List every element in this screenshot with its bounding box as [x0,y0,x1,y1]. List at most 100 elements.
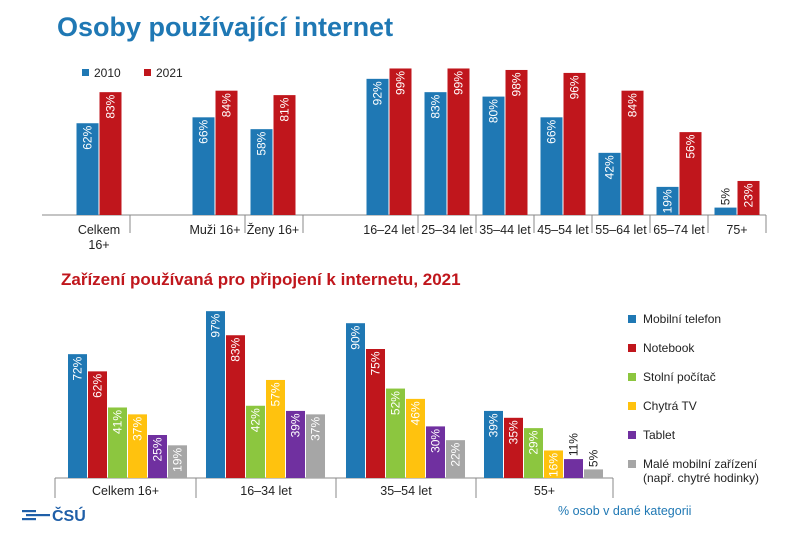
data-label: 41% [111,410,125,434]
bar-Mobilní telefon [346,323,365,478]
data-label: 23% [742,183,756,207]
legend-swatch [628,315,636,323]
legend-label-line: (např. chytré hodinky) [643,471,760,485]
data-label: 46% [409,401,423,425]
bar-Tablet [286,410,305,478]
footnote: % osob v dané kategorii [558,504,692,518]
bar-2010 [424,92,447,215]
legend-label: 2010 [94,66,121,80]
bar-2021 [447,68,470,215]
data-label: 83% [429,94,443,118]
data-label: 16% [547,453,561,477]
bar-Stolní počítač [524,428,543,478]
bar-2021 [679,132,702,215]
bar-2010 [714,207,737,215]
chart-devices: 72% 62% 41% 37% 25% 19% Celkem 16+ 97% 83% 42% 57%… [54,311,614,498]
data-label: 37% [309,417,323,441]
bar-2010 [192,117,215,215]
data-label: 96% [568,75,582,99]
category-label: Ženy 16+ [247,222,299,237]
bar-Stolní počítač [386,388,405,478]
category-label: 25–34 let [421,223,473,237]
category-label: 35–54 let [380,484,432,498]
bar-Mobilní telefon [206,311,225,478]
bar-2021 [273,95,296,215]
chart-subtitle-devices: Zařízení používaná pro připojení k inter… [61,270,461,289]
legend-label: Malé mobilní zařízení (např. chytré hodin… [643,457,759,485]
data-label: 5% [587,449,601,467]
bar-Notebook [504,417,523,478]
data-label: 39% [289,413,303,437]
chart-internet-users: 62% 83% Celkem 16+ 66% 84% Muži 16+ 58% 81% Ženy … [42,66,767,252]
bar-Malé mobilní zařízení (např. chytré hodinky) [446,440,465,478]
data-label: 99% [452,71,466,95]
data-label: 5% [719,188,733,206]
bar-2010 [76,123,99,215]
category-label: 45–54 let [537,223,589,237]
data-label: 97% [209,313,223,337]
data-label: 81% [278,97,292,121]
legend-swatch [628,373,636,381]
bar-Mobilní telefon [68,354,87,478]
legend-swatch-2021 [144,69,151,76]
legend-label: Notebook [643,341,695,355]
category-label: Celkem 16+ [92,484,159,498]
bar-Notebook [366,349,385,478]
bar-Tablet [564,459,583,478]
bar-2021 [737,180,760,215]
legend-swatch [628,344,636,352]
bar-Chytrá TV [406,398,425,478]
data-label: 56% [684,134,698,158]
data-label: 52% [389,391,403,415]
bar-Stolní počítač [246,405,265,478]
bar-2010 [482,96,505,215]
legend-swatch [628,460,636,468]
data-label: 83% [104,94,118,118]
category-label: 55–64 let [595,223,647,237]
bar-2010 [540,117,563,215]
data-label: 11% [567,433,581,456]
legend-label: Tablet [643,428,676,442]
legend-label: Chytrá TV [643,399,697,413]
data-label: 66% [545,119,559,143]
data-label: 80% [487,99,501,123]
bar-2021 [99,92,122,215]
bar-2010 [656,186,679,215]
category-label: Celkem 16+ [78,223,120,252]
data-label: 39% [487,413,501,437]
category-label-line: 16+ [88,238,109,252]
bar-2021 [621,90,644,215]
data-label: 57% [269,382,283,406]
data-label: 42% [249,408,263,432]
data-label: 37% [131,417,145,441]
data-label: 62% [91,374,105,398]
bar-Chytrá TV [266,379,285,478]
bar-Malé mobilní zařízení (např. chytré hodinky) [584,469,603,478]
bar-Tablet [148,435,167,478]
data-label: 84% [626,93,640,117]
csu-logo-text: ČSÚ [52,508,86,525]
bar-Chytrá TV [128,414,147,478]
legend-swatch-2010 [82,69,89,76]
data-label: 22% [449,442,463,466]
data-label: 62% [81,125,95,149]
bar-Malé mobilní zařízení (např. chytré hodinky) [306,414,325,478]
category-label: 65–74 let [653,223,705,237]
category-label: Muži 16+ [189,223,240,237]
data-label: 30% [429,429,443,453]
legend-label: 2021 [156,66,183,80]
bar-2021 [563,72,586,215]
data-label: 72% [71,356,85,380]
bar-Mobilní telefon [484,410,503,478]
data-label: 25% [151,437,165,461]
chart-title: Osoby používající internet [57,12,394,42]
data-label: 84% [220,93,234,117]
data-label: 42% [603,155,617,179]
bar-2021 [389,68,412,215]
bar-2010 [366,78,389,215]
legend-label: Stolní počítač [643,370,716,384]
data-label: 92% [371,81,385,105]
data-label: 58% [255,131,269,155]
legend-swatch [628,431,636,439]
bar-Malé mobilní zařízení (např. chytré hodinky) [168,445,187,478]
